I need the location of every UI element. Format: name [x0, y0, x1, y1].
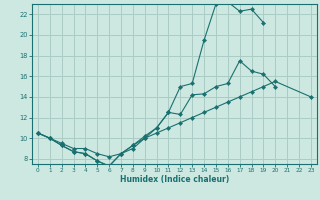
- X-axis label: Humidex (Indice chaleur): Humidex (Indice chaleur): [120, 175, 229, 184]
